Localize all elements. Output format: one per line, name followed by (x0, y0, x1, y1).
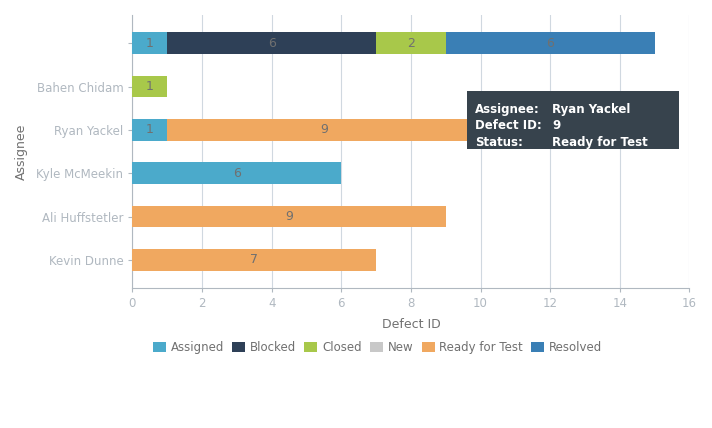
Text: 9: 9 (285, 210, 293, 223)
Text: Ready for Test: Ready for Test (552, 136, 648, 149)
Text: 1: 1 (146, 80, 154, 93)
Y-axis label: Assignee: Assignee (15, 123, 28, 180)
Bar (132, 76, 167, 97)
Bar (446, 33, 654, 54)
Text: 2: 2 (407, 37, 415, 50)
Bar (132, 206, 446, 227)
Text: 1: 1 (146, 123, 154, 137)
Text: Assignee:: Assignee: (476, 103, 540, 116)
Bar (132, 249, 376, 271)
Text: Status:: Status: (476, 136, 523, 149)
Bar (376, 33, 446, 54)
Text: 6: 6 (233, 167, 241, 180)
Bar (167, 33, 376, 54)
Text: 1: 1 (146, 37, 154, 50)
Text: 9: 9 (552, 119, 560, 133)
FancyBboxPatch shape (466, 91, 679, 149)
Bar (132, 119, 167, 141)
Bar (167, 119, 481, 141)
X-axis label: Defect ID: Defect ID (382, 318, 440, 331)
Text: 7: 7 (250, 253, 258, 266)
Text: 9: 9 (320, 123, 328, 137)
Text: Defect ID:: Defect ID: (476, 119, 542, 133)
Text: 6: 6 (546, 37, 554, 50)
Text: 6: 6 (268, 37, 276, 50)
Text: Ryan Yackel: Ryan Yackel (552, 103, 630, 116)
Bar (132, 33, 167, 54)
Bar (132, 162, 341, 184)
Legend: Assigned, Blocked, Closed, New, Ready for Test, Resolved: Assigned, Blocked, Closed, New, Ready fo… (148, 336, 607, 359)
